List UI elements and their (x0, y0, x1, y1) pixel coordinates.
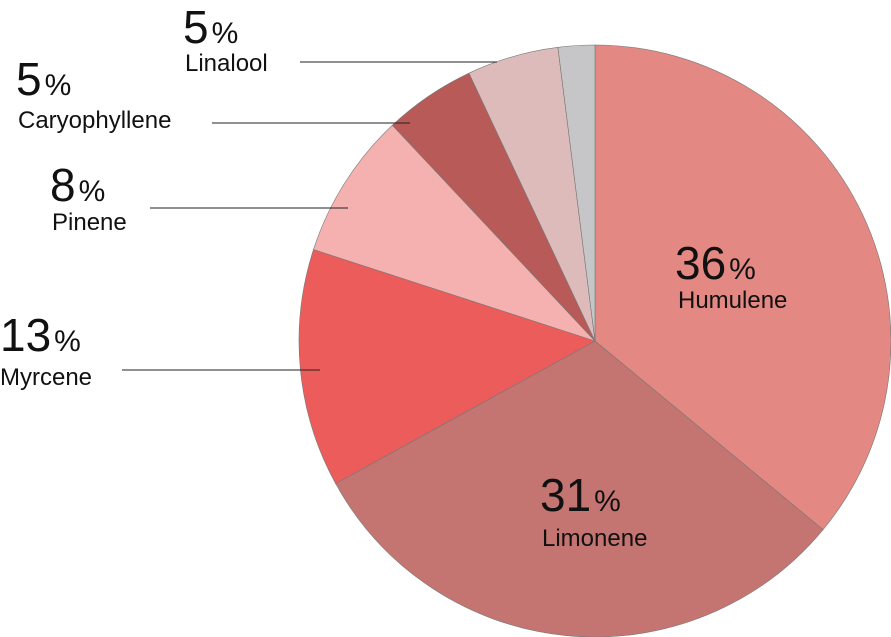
pct-value: 13 (0, 309, 51, 361)
pie-slice-limonene (335, 340, 824, 637)
pct-sign: % (212, 17, 239, 50)
pct-value: 31 (540, 469, 591, 521)
pct-label-humulene: 36% (675, 237, 756, 289)
pct-label-myrcene: 13% (0, 309, 81, 361)
pct-value: 8 (50, 159, 76, 211)
slice-name-pinene: Pinene (52, 209, 127, 236)
pct-label-caryophyllene: 5% (16, 53, 71, 105)
pie-slice-pinene (313, 124, 596, 342)
pct-sign: % (729, 253, 756, 286)
pct-sign: % (79, 175, 106, 208)
pct-label-linalool: 5% (183, 1, 238, 53)
slice-name-myrcene: Myrcene (0, 364, 92, 391)
pie-slice-other-6 (557, 44, 596, 342)
pie-slices (298, 44, 891, 637)
pct-value: 5 (183, 1, 209, 53)
pct-sign: % (594, 485, 621, 518)
pct-value: 36 (675, 237, 726, 289)
slice-name-linalool: Linalool (185, 50, 268, 77)
pie-slice-humulene (594, 44, 891, 531)
slice-name-humulene: Humulene (678, 287, 787, 314)
slice-name-caryophyllene: Caryophyllene (18, 107, 171, 134)
pct-label-pinene: 8% (50, 159, 105, 211)
slice-name-limonene: Limonene (542, 525, 647, 552)
pct-sign: % (54, 325, 81, 358)
pct-sign: % (45, 69, 72, 102)
leader-lines (122, 61, 497, 371)
pie-slice-myrcene (298, 249, 596, 485)
pct-label-limonene: 31% (540, 469, 621, 521)
pct-value: 5 (16, 53, 42, 105)
